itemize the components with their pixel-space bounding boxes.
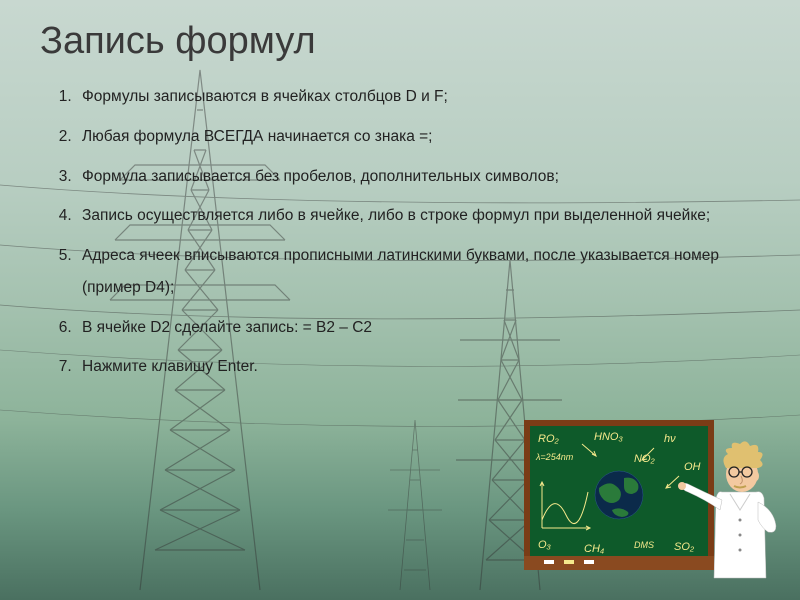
list-item: Адреса ячеек вписываются прописными лати… (76, 240, 760, 304)
slide-title: Запись формул (40, 20, 760, 63)
list-item: Формула записывается без пробелов, допол… (76, 161, 760, 193)
svg-text:HNO₃: HNO₃ (594, 431, 623, 443)
svg-text:SO₂: SO₂ (674, 541, 695, 553)
list-item: Любая формула ВСЕГДА начинается со знака… (76, 121, 760, 153)
svg-text:CH₄: CH₄ (584, 543, 604, 555)
teacher-illustration: RO₂ HNO₃ hν λ=254nm NO₂ OH O₃ CH₄ DMS SO… (524, 420, 780, 580)
svg-text:RO₂: RO₂ (538, 433, 560, 445)
list-item: Формулы записываются в ячейках столбцов … (76, 81, 760, 113)
list-item: Запись осуществляется либо в ячейке, либ… (76, 200, 760, 232)
svg-text:OH: OH (684, 461, 701, 473)
list-item: Нажмите клавишу Enter. (76, 351, 760, 383)
svg-text:hν: hν (664, 433, 676, 445)
list-item: В ячейке D2 сделайте запись: = B2 – C2 (76, 312, 760, 344)
svg-text:DMS: DMS (634, 540, 654, 550)
svg-text:λ=254nm: λ=254nm (535, 452, 574, 462)
slide-content: Запись формул Формулы записываются в яче… (0, 0, 800, 411)
formula-rules-list: Формулы записываются в ячейках столбцов … (40, 81, 760, 383)
svg-text:O₃: O₃ (538, 539, 552, 551)
